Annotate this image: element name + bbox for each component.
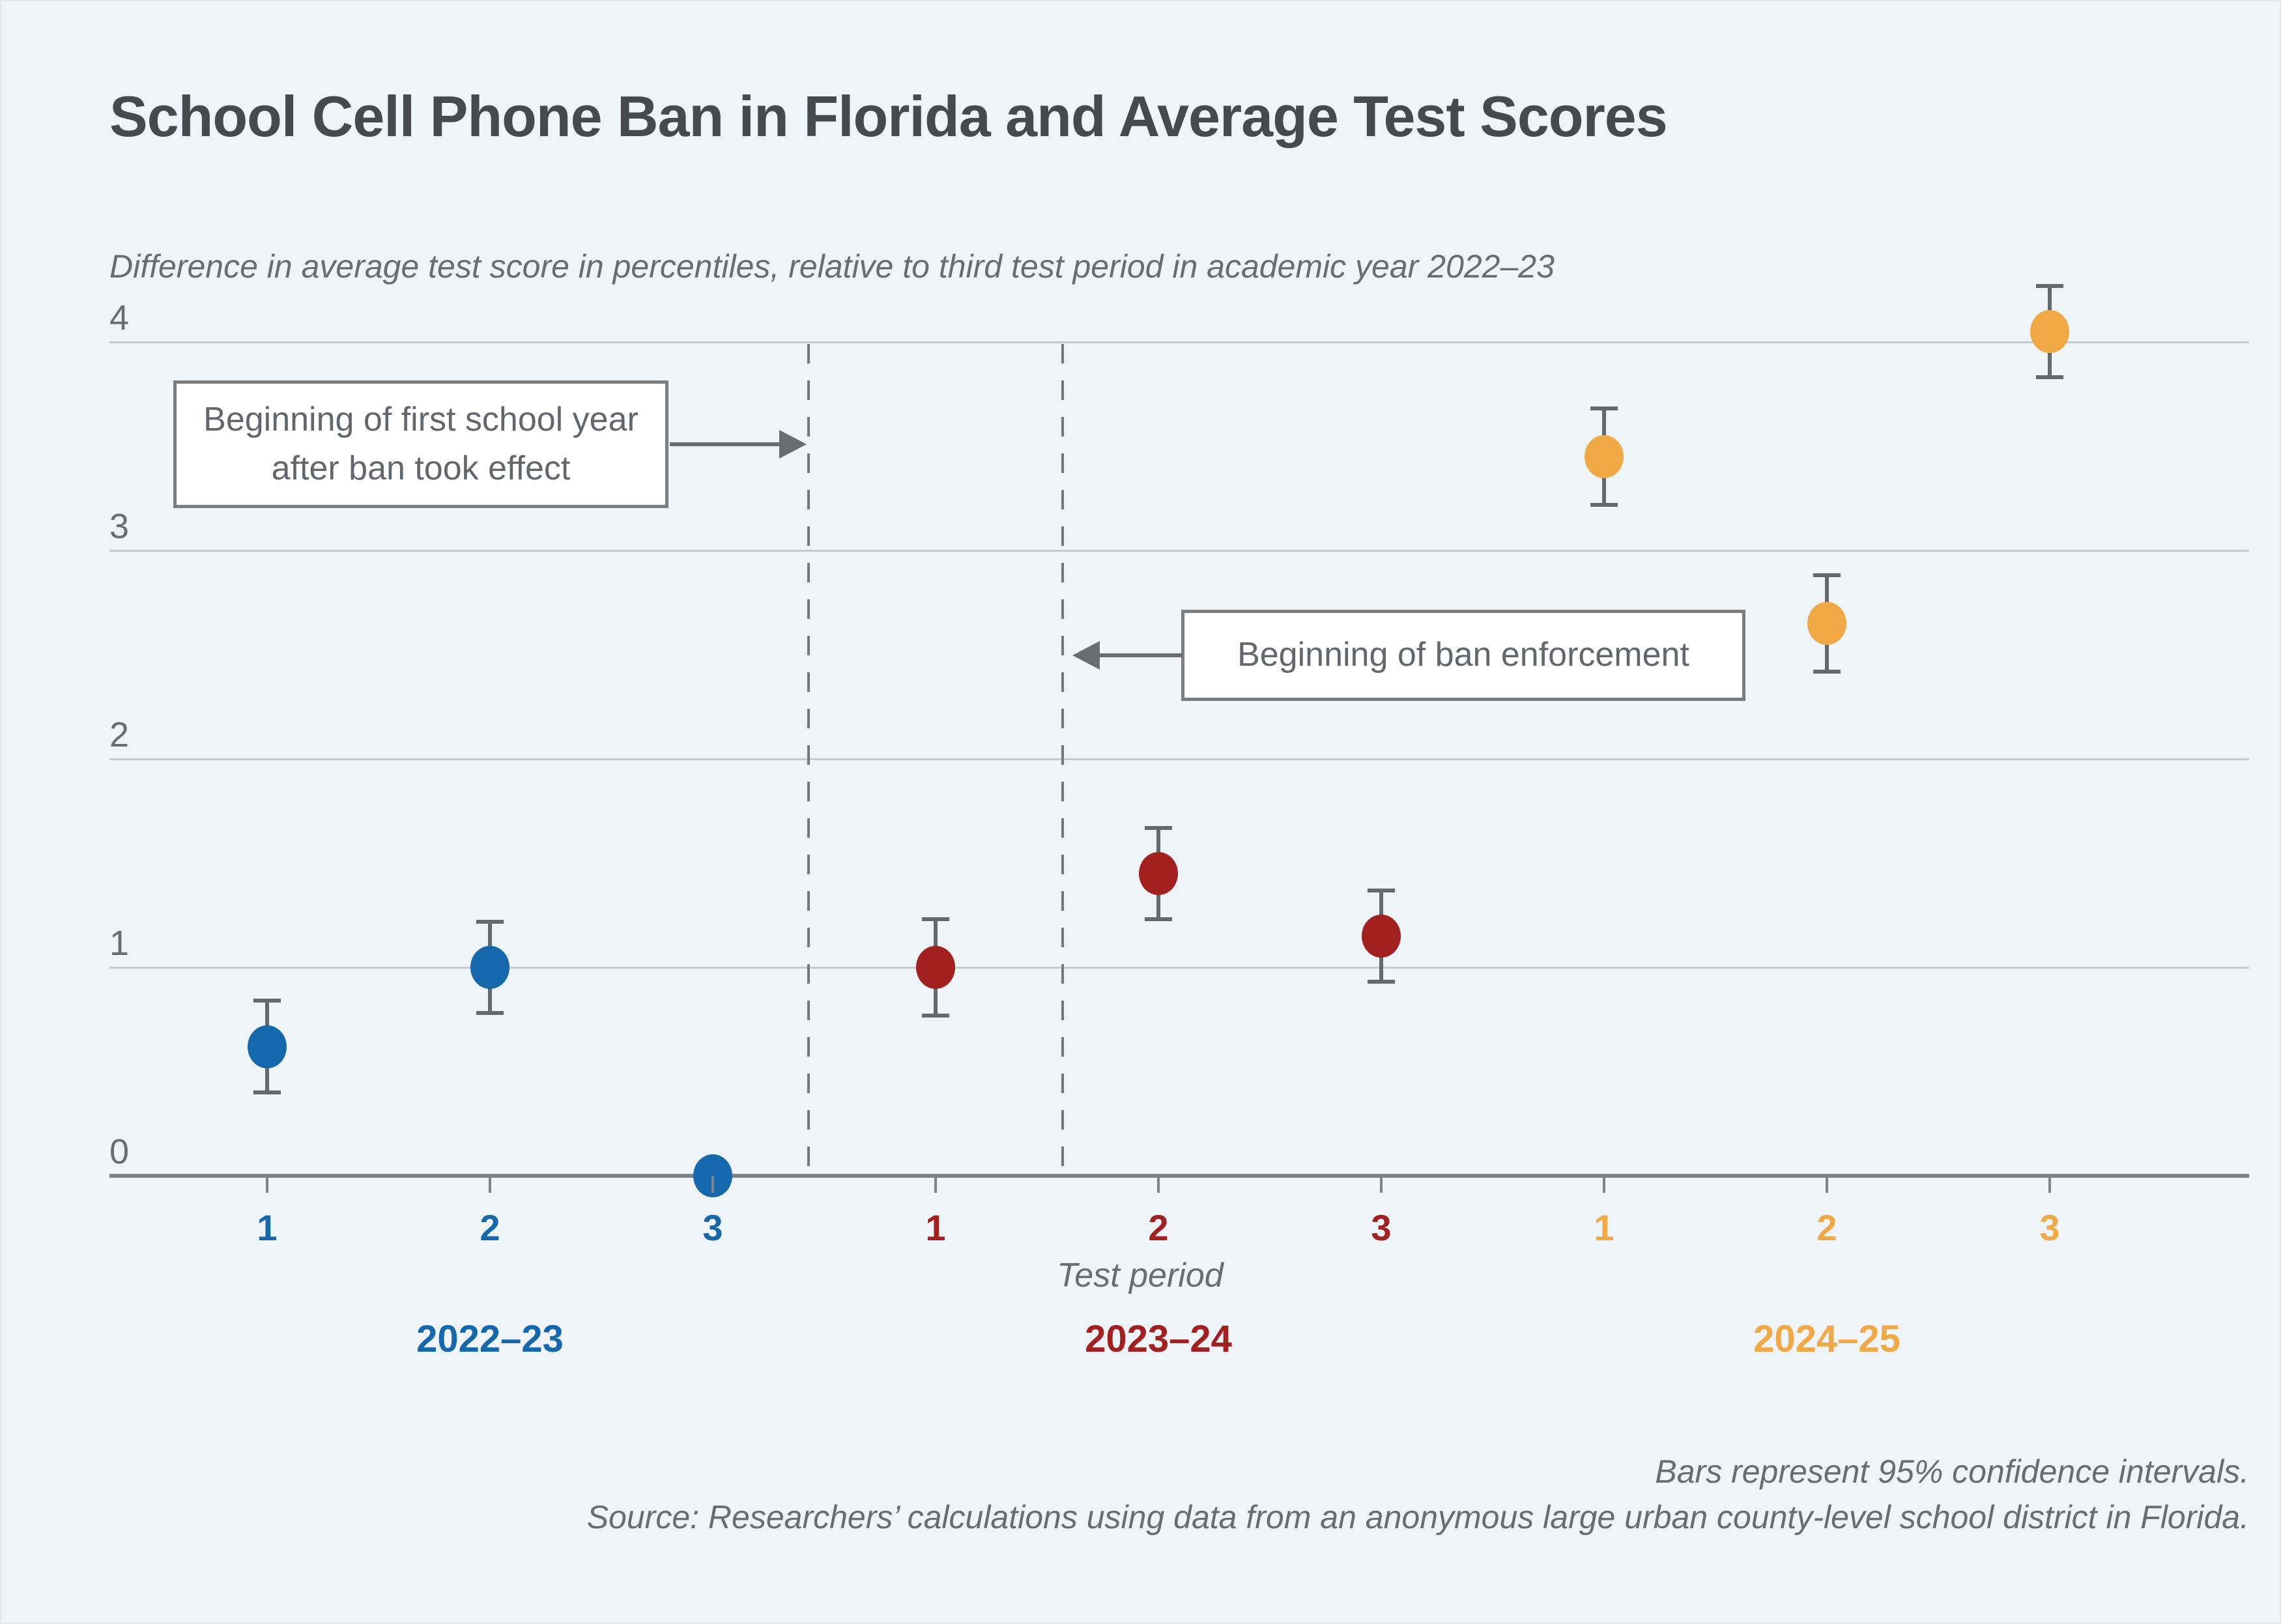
x-tick-mark bbox=[711, 1176, 714, 1193]
annotation-ban-took-effect: Beginning of first school year after ban… bbox=[173, 380, 668, 508]
error-bar-cap-top bbox=[1590, 406, 1618, 411]
gridline-y2 bbox=[109, 758, 2249, 760]
error-bar-cap-top bbox=[476, 919, 504, 924]
data-point-2023-24-p1 bbox=[916, 946, 955, 989]
x-tick-label: 3 bbox=[702, 1207, 723, 1248]
data-point-2022-23-p1 bbox=[248, 1025, 287, 1068]
x-tick-label: 1 bbox=[1594, 1207, 1614, 1248]
chart-subtitle: Difference in average test score in perc… bbox=[109, 248, 1555, 285]
arrow-right-icon bbox=[779, 430, 807, 459]
x-tick-mark bbox=[266, 1176, 268, 1193]
x-tick-label: 1 bbox=[257, 1207, 278, 1248]
x-tick-label: 2 bbox=[1816, 1207, 1837, 1248]
x-tick-label: 3 bbox=[1371, 1207, 1392, 1248]
gridline-y4 bbox=[109, 341, 2249, 343]
x-tick-mark bbox=[2048, 1176, 2051, 1193]
y-tick-label-2: 2 bbox=[109, 715, 130, 754]
error-bar-cap-bottom bbox=[2036, 375, 2063, 380]
data-point-2023-24-p2 bbox=[1139, 852, 1178, 895]
error-bar-cap-top bbox=[2036, 283, 2063, 288]
arrow-left-icon bbox=[1072, 641, 1100, 670]
source-note: Source: Researchers’ calculations using … bbox=[586, 1499, 2249, 1535]
year-label-2022-23: 2022–23 bbox=[416, 1318, 564, 1360]
annotation-arrow-line-left bbox=[1098, 653, 1182, 657]
x-tick-mark bbox=[1603, 1176, 1605, 1193]
x-tick-mark bbox=[1380, 1176, 1383, 1193]
annotation-ban-took-effect-label: Beginning of first school year after ban… bbox=[203, 400, 638, 487]
year-label-2023-24: 2023–24 bbox=[1085, 1318, 1232, 1360]
y-tick-label-4: 4 bbox=[109, 298, 130, 337]
y-tick-label-0: 0 bbox=[109, 1132, 130, 1171]
annotation-arrow-line-right bbox=[670, 442, 782, 446]
error-bar-cap-bottom bbox=[922, 1013, 949, 1018]
x-tick-mark bbox=[1157, 1176, 1160, 1193]
error-bar-cap-bottom bbox=[476, 1011, 504, 1016]
data-point-2024-25-p1 bbox=[1585, 435, 1624, 478]
error-bar-cap-top bbox=[922, 917, 949, 922]
x-axis-line bbox=[109, 1174, 2249, 1178]
error-bar-cap-bottom bbox=[1368, 980, 1395, 984]
gridline-y3 bbox=[109, 550, 2249, 552]
y-tick-label-3: 3 bbox=[109, 507, 130, 546]
ci-note: Bars represent 95% confidence intervals. bbox=[1655, 1453, 2249, 1490]
y-tick-label-1: 1 bbox=[109, 924, 130, 963]
error-bar-cap-top bbox=[253, 999, 281, 1003]
x-tick-mark bbox=[934, 1176, 937, 1193]
error-bar-cap-bottom bbox=[1590, 502, 1618, 507]
error-bar-cap-bottom bbox=[1145, 917, 1172, 922]
event-dashed-line-2 bbox=[1061, 344, 1064, 1177]
event-dashed-line-1 bbox=[807, 344, 811, 1177]
data-point-2022-23-p2 bbox=[470, 946, 509, 989]
error-bar-cap-top bbox=[1368, 888, 1395, 892]
error-bar-cap-bottom bbox=[253, 1090, 281, 1094]
x-tick-label: 1 bbox=[925, 1207, 946, 1248]
error-bar-cap-top bbox=[1145, 825, 1172, 830]
x-tick-label: 2 bbox=[480, 1207, 500, 1248]
gridline-y1 bbox=[109, 967, 2249, 969]
data-point-2024-25-p2 bbox=[1807, 602, 1846, 645]
data-point-2023-24-p3 bbox=[1362, 915, 1401, 958]
annotation-ban-enforcement: Beginning of ban enforcement bbox=[1181, 610, 1745, 701]
year-label-2024-25: 2024–25 bbox=[1753, 1318, 1901, 1360]
x-tick-mark bbox=[1826, 1176, 1828, 1193]
x-tick-mark bbox=[489, 1176, 491, 1193]
x-tick-label: 3 bbox=[2039, 1207, 2060, 1248]
chart-title: School Cell Phone Ban in Florida and Ave… bbox=[109, 84, 1668, 149]
error-bar-cap-bottom bbox=[1813, 669, 1841, 674]
data-point-2024-25-p3 bbox=[2030, 310, 2069, 353]
x-tick-label: 2 bbox=[1148, 1207, 1169, 1248]
error-bar-cap-top bbox=[1813, 573, 1841, 578]
annotation-ban-enforcement-label: Beginning of ban enforcement bbox=[1237, 636, 1689, 674]
x-axis-title: Test period bbox=[1057, 1257, 1224, 1294]
